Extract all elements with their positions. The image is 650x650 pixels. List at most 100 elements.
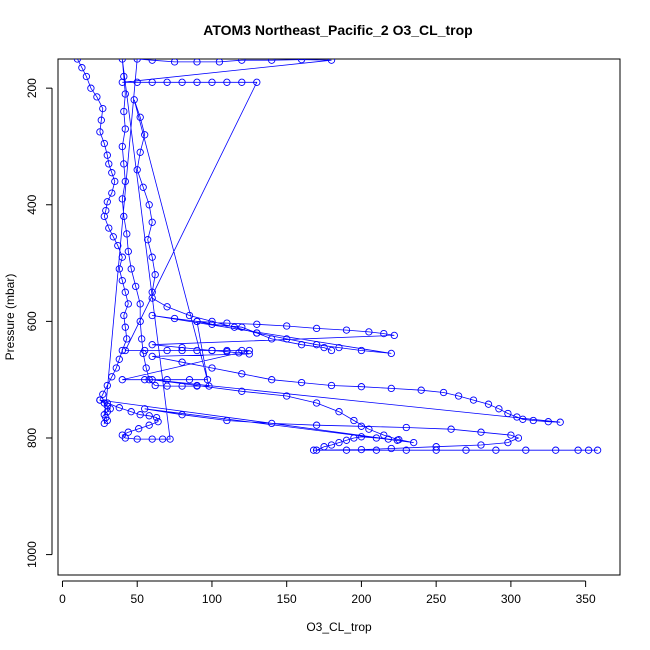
data-point [402,423,410,432]
data-point [105,160,113,168]
x-tick-label: 200 [351,592,371,606]
data-point [151,381,159,390]
data-point [312,399,321,407]
data-point [178,346,186,355]
data-point [335,438,343,447]
data-point [410,438,418,447]
data-point [120,311,128,320]
data-point [123,335,131,343]
y-axis: 200 400 600 800 1000 [25,78,53,568]
data-point [514,434,523,442]
data-point [193,59,201,66]
data-point [154,418,162,426]
data-point [163,78,171,86]
data-point [245,350,253,358]
data-point [141,376,149,384]
data-point [178,411,186,419]
data-point [112,364,120,372]
data-point [529,416,537,425]
data-point [327,59,336,64]
data-point [495,405,503,413]
x-tick-label: 100 [202,592,222,606]
data-point [350,434,358,442]
data-point [469,396,478,404]
data-point [447,425,455,433]
data-point [99,390,107,398]
data-point [118,276,126,285]
data-point [136,148,144,156]
data-point [253,78,261,86]
data-point [97,116,105,124]
data-point [208,78,216,86]
x-tick-label: 50 [131,592,145,606]
data-point [127,408,135,416]
data-point [380,329,388,338]
data-point [144,236,152,244]
data-point [238,370,246,378]
data-point [507,431,515,439]
data-point [127,265,135,273]
y-tick-label: 1000 [25,541,39,568]
data-point [484,400,493,408]
data-point [163,376,171,384]
data-point [297,341,306,349]
data-point [100,139,108,148]
data-point [193,78,201,86]
data-point [208,346,216,355]
data-point [82,72,91,81]
data-point [335,343,343,352]
data-point [223,78,231,86]
data-point [544,418,552,426]
data-point [185,311,194,320]
data-point [297,378,306,387]
data-point [114,241,122,250]
data-point [238,387,246,395]
data-point [109,233,117,241]
data-point [121,434,129,442]
data-point [151,271,159,279]
data-point [118,346,126,355]
data-point [185,376,194,384]
data-point [136,411,144,419]
x-tick-label: 0 [59,592,66,606]
data-point [100,419,108,428]
data-point [141,131,149,139]
data-point [238,346,246,355]
data-point [166,435,174,443]
data-point [312,324,321,333]
data-point [365,425,373,433]
data-point [350,416,358,425]
data-point [223,416,231,425]
data-point [148,311,156,320]
data-point [193,317,201,326]
data-point [253,320,261,328]
data-point [384,435,392,443]
data-point [439,388,448,397]
data-point [584,446,593,454]
data-point [208,317,216,326]
data-point [504,409,512,418]
data-point [100,212,108,221]
data-point [357,422,366,430]
series-lines [77,59,598,451]
data-point [342,326,351,334]
data-point [118,78,126,86]
data-point [268,59,276,64]
x-tick-label: 350 [576,592,596,606]
data-point [121,346,129,355]
data-point [492,446,500,454]
x-axis: 0 50 100 150 200 250 300 350 [59,580,596,606]
data-point [402,446,410,454]
data-point [133,78,141,86]
data-point [504,438,512,447]
data-point [148,253,156,261]
series-line [77,59,598,451]
data-point [178,343,186,352]
data-point [283,392,291,400]
data-point [387,349,395,358]
data-point [148,218,156,226]
data-point [342,446,351,454]
data-point [454,392,463,400]
data-point [148,435,156,443]
